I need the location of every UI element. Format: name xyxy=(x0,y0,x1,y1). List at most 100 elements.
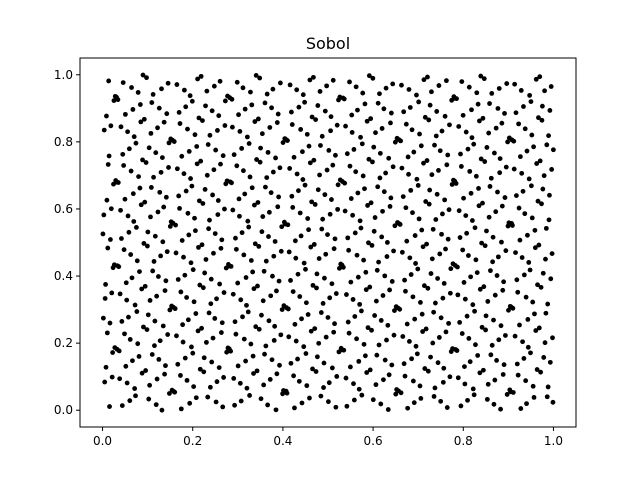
data-point xyxy=(383,170,389,176)
data-point xyxy=(378,318,384,323)
data-point xyxy=(521,272,527,278)
data-point xyxy=(450,261,456,267)
data-point xyxy=(105,245,111,251)
data-point xyxy=(125,213,131,219)
data-point xyxy=(531,144,536,150)
data-point xyxy=(391,332,397,338)
data-point xyxy=(526,176,532,182)
data-point xyxy=(542,88,547,94)
data-point xyxy=(157,338,163,344)
data-point xyxy=(407,338,412,344)
data-point xyxy=(381,189,387,195)
data-point xyxy=(236,112,241,118)
data-point xyxy=(392,308,397,313)
data-point xyxy=(355,107,360,113)
data-point xyxy=(431,394,437,399)
data-point xyxy=(227,179,233,185)
data-point xyxy=(548,276,554,282)
data-point xyxy=(512,333,518,339)
data-point xyxy=(475,353,481,358)
data-point xyxy=(177,121,183,126)
data-point xyxy=(377,150,383,156)
data-point xyxy=(503,164,509,170)
data-point xyxy=(203,103,208,109)
data-point xyxy=(399,82,404,88)
data-point xyxy=(417,131,422,137)
data-point xyxy=(543,310,549,316)
data-point xyxy=(155,209,161,215)
data-point xyxy=(193,311,199,316)
data-point xyxy=(144,327,150,332)
data-point xyxy=(503,333,508,338)
data-point xyxy=(517,237,523,243)
data-point xyxy=(252,241,258,247)
data-point xyxy=(174,333,179,339)
data-point xyxy=(229,96,235,102)
data-point xyxy=(148,130,154,136)
data-point xyxy=(541,173,547,179)
data-point xyxy=(535,198,541,204)
data-point xyxy=(537,74,543,80)
data-point xyxy=(461,280,467,285)
data-point xyxy=(195,328,201,334)
data-point xyxy=(306,227,311,233)
data-point xyxy=(376,342,382,348)
data-point xyxy=(469,107,474,113)
data-point xyxy=(230,207,236,213)
data-point xyxy=(153,402,159,408)
data-point xyxy=(425,285,431,291)
data-point xyxy=(139,370,145,376)
data-point xyxy=(278,332,284,338)
data-point xyxy=(412,233,418,238)
data-point xyxy=(479,324,485,330)
data-point xyxy=(337,265,342,271)
data-point xyxy=(177,205,182,211)
data-point xyxy=(128,168,134,174)
data-point xyxy=(373,298,379,304)
data-point xyxy=(511,138,517,144)
data-point xyxy=(104,197,110,203)
data-point xyxy=(317,89,323,94)
data-point xyxy=(318,393,324,399)
data-point xyxy=(261,268,267,274)
data-point xyxy=(518,88,524,93)
data-point xyxy=(439,128,445,134)
data-point xyxy=(352,314,358,319)
data-point xyxy=(440,295,446,301)
data-point xyxy=(549,167,555,172)
data-point xyxy=(100,315,106,321)
data-point xyxy=(382,273,388,279)
data-point xyxy=(473,173,479,179)
data-point xyxy=(544,394,550,400)
data-point xyxy=(357,218,363,224)
data-point xyxy=(311,242,317,247)
data-point xyxy=(204,88,210,94)
data-point xyxy=(447,290,453,296)
data-point xyxy=(488,352,494,358)
data-point xyxy=(160,239,166,245)
data-point xyxy=(119,319,125,324)
data-point xyxy=(315,103,321,108)
data-point xyxy=(260,298,266,304)
data-point xyxy=(253,324,259,330)
data-point xyxy=(355,190,361,196)
data-point xyxy=(164,111,170,117)
data-point xyxy=(372,313,378,318)
data-point xyxy=(319,226,325,232)
data-point xyxy=(310,282,316,288)
x-tick-label: 0.6 xyxy=(364,434,383,448)
data-point xyxy=(442,197,448,203)
data-point xyxy=(496,337,502,343)
data-point xyxy=(462,364,467,370)
data-point xyxy=(167,224,173,229)
data-point xyxy=(194,144,200,149)
data-point xyxy=(514,361,520,367)
data-point xyxy=(212,316,218,321)
data-point xyxy=(197,282,203,288)
data-point xyxy=(301,260,307,266)
data-point xyxy=(444,162,450,168)
data-point xyxy=(366,73,372,79)
data-point xyxy=(119,236,124,241)
data-point xyxy=(149,100,155,105)
data-point xyxy=(363,269,369,275)
